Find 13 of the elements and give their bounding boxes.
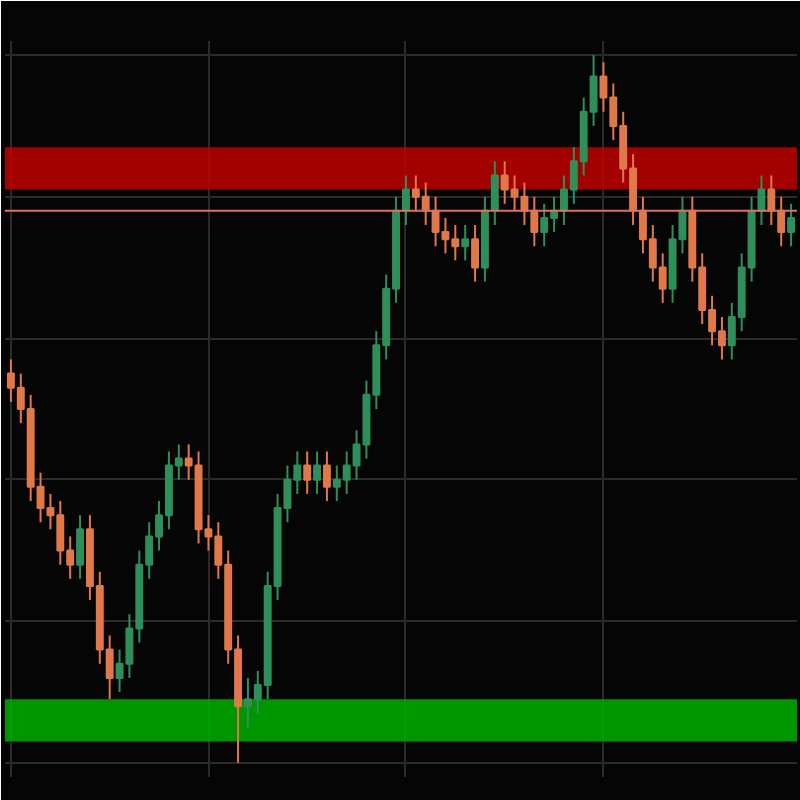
candlestick xyxy=(313,450,322,495)
candlestick xyxy=(76,514,85,580)
candlestick xyxy=(471,224,480,283)
candlestick xyxy=(401,174,410,226)
candlestick xyxy=(461,224,470,262)
candlestick xyxy=(530,195,539,248)
candlestick xyxy=(757,174,766,226)
candlestick xyxy=(490,160,499,226)
candlestick xyxy=(777,195,786,248)
candlestick xyxy=(767,174,776,226)
candlestick xyxy=(322,450,331,502)
candlestick xyxy=(303,450,312,495)
candlestick xyxy=(787,202,796,248)
